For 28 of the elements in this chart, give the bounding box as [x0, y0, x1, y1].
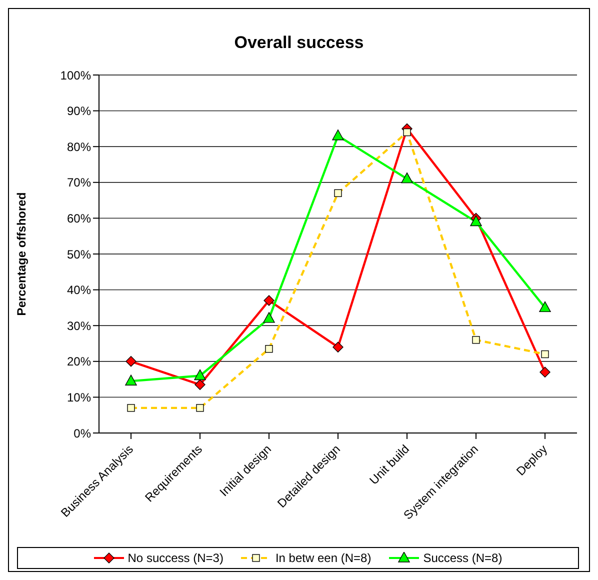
point [125, 374, 137, 386]
y-tick-label: 90% [66, 104, 92, 118]
y-tick-label: 100% [60, 68, 92, 82]
point [126, 356, 136, 367]
legend-label: In betw een (N=8) [275, 551, 372, 565]
y-tick-label: 60% [66, 211, 92, 226]
y-tick-label: 0% [74, 426, 92, 440]
point [539, 301, 551, 312]
y-tick-label: 80% [66, 140, 92, 154]
legend-label: Success (N=8) [423, 551, 502, 565]
y-axis-title: Percentage offshored [14, 192, 28, 316]
point [401, 172, 413, 184]
point [332, 130, 344, 140]
point [264, 295, 274, 306]
y-tick-label: 40% [66, 283, 92, 298]
y-tick-label: 30% [66, 318, 92, 333]
point [194, 369, 206, 380]
point [470, 215, 482, 226]
point [540, 366, 550, 378]
point [194, 379, 206, 390]
y-tick-label: 70% [66, 176, 92, 190]
chart-title: Overall success [233, 33, 365, 53]
y-tick-label: 10% [66, 390, 92, 404]
point [263, 312, 275, 323]
legend-label: No success (N=3) [128, 551, 224, 565]
point [332, 342, 344, 352]
y-tick-label: 20% [66, 354, 92, 369]
y-tick-label: 50% [66, 247, 92, 262]
